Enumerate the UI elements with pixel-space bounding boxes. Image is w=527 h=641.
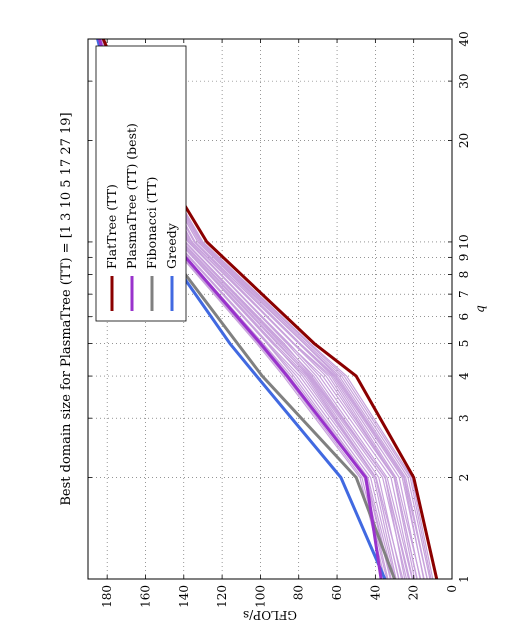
legend-label-plasmatree: PlasmaTree (TT) (best) <box>124 123 139 269</box>
legend-label-greedy: Greedy <box>164 222 179 269</box>
x-tick-label: 4 <box>457 372 471 380</box>
x-tick-label: 6 <box>457 313 471 321</box>
x-tick-label: 40 <box>457 31 471 46</box>
y-tick-label: 120 <box>215 585 229 608</box>
y-tick-label: 60 <box>330 585 344 600</box>
x-tick-label: 8 <box>457 271 471 279</box>
legend-label-flattree: FlatTree (TT) <box>104 184 119 269</box>
plot-frame <box>87 38 453 580</box>
y-tick-label: 160 <box>138 585 152 608</box>
legend-label-fibonacci: Fibonacci (TT) <box>144 177 159 269</box>
x-tick-label: 1 <box>457 575 471 583</box>
x-axis-label: q <box>473 305 487 313</box>
y-tick-label: 0 <box>445 585 459 593</box>
y-axis-label: GFLOP/s <box>243 608 297 622</box>
legend: FlatTree (TT) PlasmaTree (TT) (best) Fib… <box>95 45 187 322</box>
x-tick-label: 2 <box>457 474 471 482</box>
x-tick-label: 20 <box>457 133 471 148</box>
chart-rotated-frame: 1 2 3 4 5 6 7 8 9 10 20 30 40 0 20 40 60 80 100 120 140 160 1… <box>59 31 487 622</box>
x-tick-label: 10 <box>457 234 471 249</box>
y-ticks: 0 20 40 60 80 100 120 140 160 180 <box>100 39 459 608</box>
y-tick-label: 100 <box>253 585 267 608</box>
x-tick-label: 30 <box>457 73 471 88</box>
x-tick-label: 7 <box>457 290 471 298</box>
y-tick-label: 140 <box>177 585 191 608</box>
x-tick-label: 5 <box>457 340 471 348</box>
x-tick-label: 9 <box>457 254 471 262</box>
y-tick-label: 40 <box>368 585 382 600</box>
y-tick-label: 180 <box>100 585 114 608</box>
y-tick-label: 20 <box>407 585 421 600</box>
chart-title: Best domain size for PlasmaTree (TT) = [… <box>59 112 74 505</box>
y-tick-label: 80 <box>292 585 306 600</box>
legend-box <box>95 45 187 322</box>
x-ticks: 1 2 3 4 5 6 7 8 9 10 20 30 40 <box>88 31 471 583</box>
x-tick-label: 3 <box>457 414 471 422</box>
